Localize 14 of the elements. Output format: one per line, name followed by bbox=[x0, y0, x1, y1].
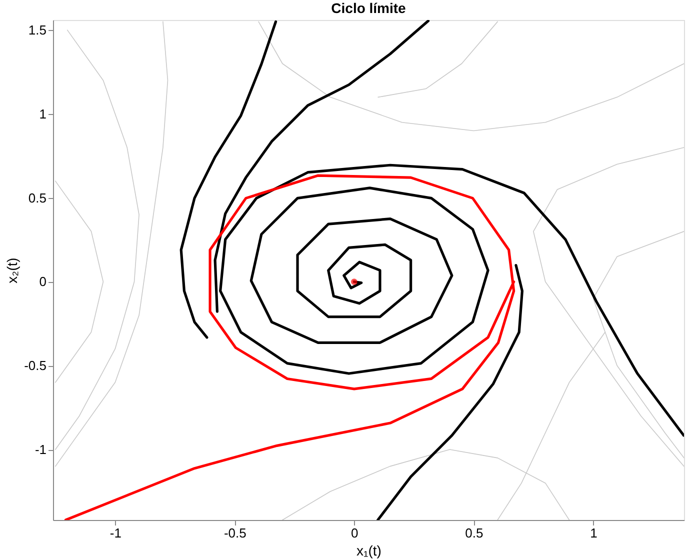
x-tick-label: 0.5 bbox=[465, 526, 484, 540]
y-axis-title: x₂(t) bbox=[4, 258, 20, 284]
y-tick-label: -0.5 bbox=[24, 358, 46, 374]
chart-title: Ciclo límite bbox=[331, 0, 406, 16]
x-tick-label: 1 bbox=[590, 526, 598, 540]
x-tick-label: -0.5 bbox=[224, 526, 246, 540]
x-tick-label: -1 bbox=[110, 526, 122, 540]
y-tick-label: -1 bbox=[34, 442, 46, 458]
y-tick-label: 0 bbox=[39, 274, 46, 290]
x-axis-title: x₁(t) bbox=[356, 542, 382, 558]
x-tick-label: 0 bbox=[351, 526, 358, 540]
y-tick-label: 1 bbox=[39, 106, 46, 122]
y-tick-label: 0.5 bbox=[28, 190, 46, 206]
y-tick-label: 1.5 bbox=[28, 22, 46, 38]
